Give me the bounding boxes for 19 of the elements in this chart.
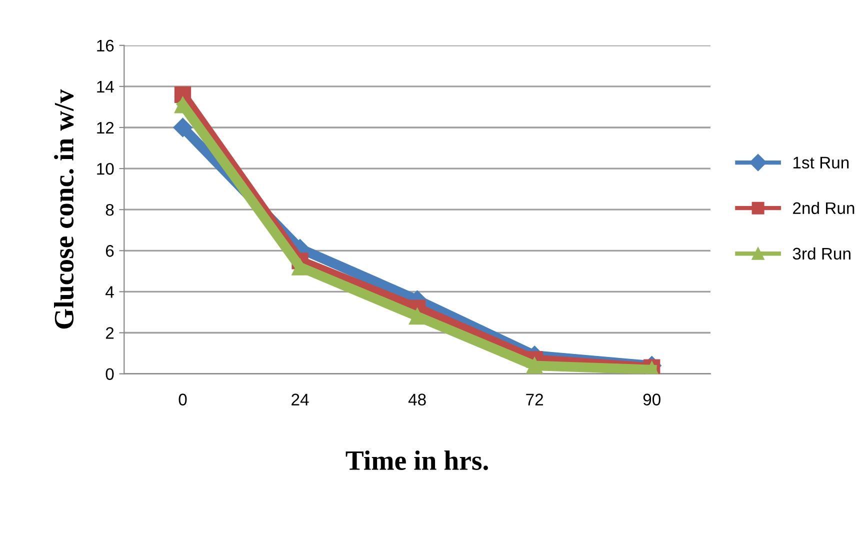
y-axis-title: Glucose conc. in w/v [54, 89, 74, 329]
y-tick-label: 14 [97, 81, 114, 92]
y-tick-label: 4 [106, 286, 114, 298]
legend-label: 3rd Run [792, 247, 850, 260]
legend-label: 1st Run [793, 156, 849, 169]
y-tick-label: 2 [106, 327, 114, 339]
legend-label: 2nd Run [793, 202, 854, 214]
y-tick-label: 0 [106, 368, 114, 380]
y-tick-label: 10 [97, 162, 114, 175]
y-tick-label: 6 [106, 245, 114, 257]
x-tick-label: 90 [643, 394, 660, 406]
y-tick-label: 8 [106, 204, 114, 216]
x-tick-label: 48 [408, 394, 426, 406]
x-tick-label: 0 [178, 394, 187, 406]
x-axis-title: Time in hrs. [346, 450, 488, 470]
x-tick-label: 24 [292, 394, 309, 406]
y-tick-label: 16 [97, 40, 114, 52]
y-tick-label: 12 [97, 122, 114, 134]
x-tick-label: 72 [526, 394, 544, 406]
